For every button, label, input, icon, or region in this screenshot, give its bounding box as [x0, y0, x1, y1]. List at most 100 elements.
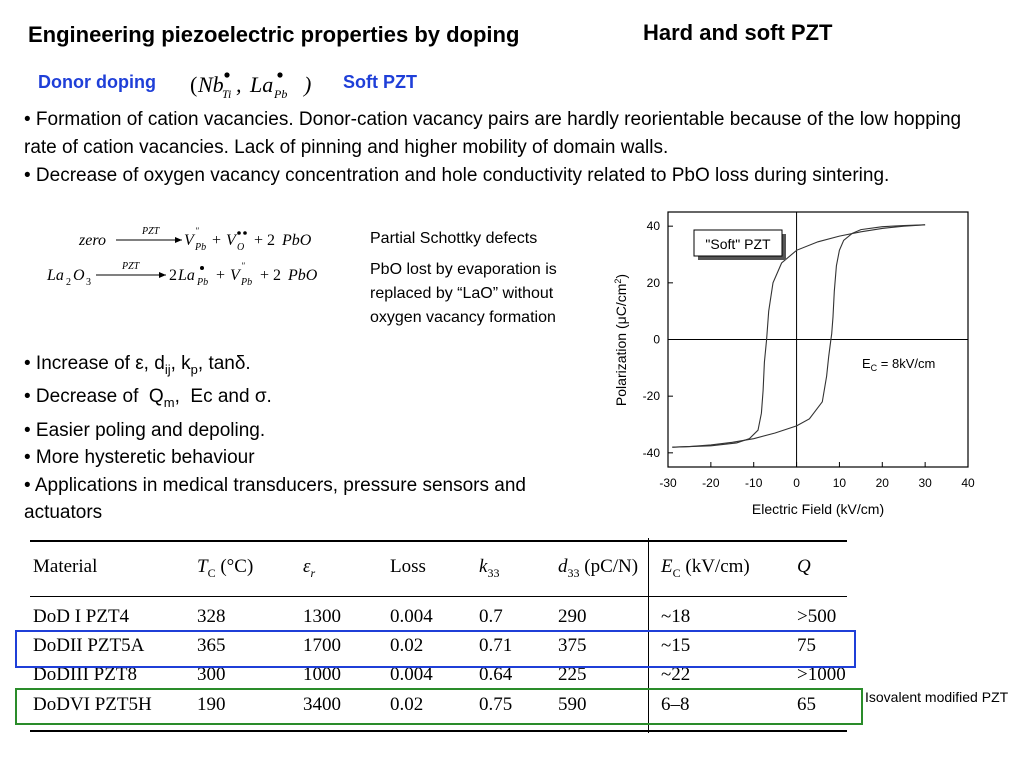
table-cell: 328	[197, 606, 226, 627]
chart-title: "Soft" PZT	[705, 236, 771, 252]
hysteresis-ascending-branch	[672, 224, 926, 448]
table-cell: 1000	[303, 664, 341, 685]
col-header-ec: EC (kV/cm)	[661, 556, 750, 580]
svg-text:V: V	[226, 232, 238, 249]
hard-soft-heading: Hard and soft PZT	[643, 20, 833, 45]
table-cell: 375	[558, 635, 587, 656]
y-tick-label: 40	[647, 219, 661, 233]
isovalent-note: Isovalent modified PZT	[865, 689, 1009, 705]
col-header-tc: TC (°C)	[197, 556, 254, 580]
table-header-rule	[30, 596, 847, 597]
table-column-divider	[648, 538, 649, 733]
table-cell: 3400	[303, 694, 341, 715]
table-cell: 365	[197, 635, 226, 656]
svg-text:PZT: PZT	[141, 226, 161, 237]
svg-text:Pb: Pb	[240, 277, 252, 288]
svg-text:V: V	[230, 267, 242, 284]
table-cell: DoDII PZT5A	[33, 635, 145, 656]
donor-formula: ( Nb Ti , La Pb )	[190, 68, 320, 108]
svg-text:PbO: PbO	[281, 232, 312, 249]
table-cell: 0.004	[390, 606, 433, 627]
table-cell: 75	[797, 635, 816, 656]
list-item: • Easier poling and depoling.	[24, 419, 266, 441]
table-cell: 0.7	[479, 606, 503, 627]
list-item: • Decrease of oxygen vacancy concentrati…	[24, 165, 890, 186]
svg-text:PZT: PZT	[121, 261, 141, 272]
svg-text:): )	[302, 72, 311, 97]
y-tick-label: 20	[647, 276, 661, 290]
table-bottom-rule	[30, 730, 847, 732]
svg-text:O: O	[237, 242, 244, 253]
svg-text:Pb: Pb	[196, 277, 208, 288]
table-cell: >500	[797, 606, 837, 627]
svg-text:+: +	[216, 267, 225, 284]
table-cell: 0.71	[479, 635, 513, 656]
svg-text:3: 3	[86, 277, 91, 288]
col-header-q: Q	[797, 556, 811, 577]
x-tick-label: -20	[702, 476, 720, 490]
table-cell: 0.75	[479, 694, 513, 715]
col-header-loss: Loss	[390, 556, 426, 577]
equations-graphic: zero PZT V Pb " + V O + 2 PbO La 2 O 3 P…	[46, 226, 318, 288]
schottky-note: Partial Schottky defects	[370, 230, 538, 247]
svg-text:Pb: Pb	[273, 87, 287, 101]
x-tick-label: 10	[833, 476, 847, 490]
list-item: • Formation of cation vacancies. Donor-c…	[24, 109, 962, 158]
table-cell: 65	[797, 694, 816, 715]
table-cell: 0.004	[390, 664, 433, 685]
table-cell: 0.64	[479, 664, 513, 685]
col-header-k33: k33	[479, 556, 500, 580]
table-cell: DoD I PZT4	[33, 606, 130, 627]
col-header-d33: d33 (pC/N)	[558, 556, 639, 580]
svg-text:(: (	[190, 72, 197, 97]
chart-title-box	[693, 229, 783, 257]
svg-text:": "	[241, 261, 245, 271]
table-cell: 300	[197, 664, 226, 685]
x-axis-label: Electric Field (kV/cm)	[752, 501, 884, 517]
coercive-field-annotation: EC = 8kV/cm	[862, 356, 935, 373]
table-cell: 1700	[303, 635, 341, 656]
svg-text:Pb: Pb	[194, 242, 206, 253]
col-header-material: Material	[33, 556, 98, 577]
svg-text:2: 2	[169, 267, 177, 284]
table-cell: 0.02	[390, 694, 424, 715]
pbo-note: PbO lost by evaporation is replaced by “…	[370, 261, 557, 326]
svg-text:+ 2: + 2	[260, 267, 281, 284]
svg-text:zero: zero	[78, 232, 106, 249]
y-axis-label: Polarization (μC/cm2)	[613, 274, 629, 406]
x-tick-label: 40	[961, 476, 975, 490]
svg-text:2: 2	[66, 277, 71, 288]
x-tick-label: 30	[918, 476, 932, 490]
table-cell: ~22	[661, 664, 691, 685]
x-tick-label: 0	[793, 476, 800, 490]
top-bullet-list: • Formation of cation vacancies. Donor-c…	[24, 106, 999, 190]
list-item: • More hysteretic behaviour	[24, 447, 255, 469]
effects-bullet-list: • Increase of ε, dij, kp, tanδ. • Decrea…	[24, 350, 604, 527]
y-tick-label: 0	[653, 333, 660, 347]
table-cell: >1000	[797, 664, 846, 685]
table-cell: 0.02	[390, 635, 424, 656]
svg-text:+: +	[212, 232, 221, 249]
svg-text:": "	[195, 226, 199, 236]
pzt5h-highlight	[15, 688, 863, 725]
table-cell: DoDVI PZT5H	[33, 694, 152, 715]
svg-text:Nb: Nb	[197, 72, 224, 97]
pzt5a-highlight	[15, 630, 856, 668]
table-top-rule	[30, 540, 847, 542]
soft-pzt-label: Soft PZT	[343, 72, 417, 92]
table-cell: 1300	[303, 606, 341, 627]
svg-text:,: ,	[236, 72, 242, 97]
svg-text:La: La	[46, 267, 64, 284]
col-header-er: εr	[303, 556, 316, 580]
table-cell: 225	[558, 664, 587, 685]
svg-text:Ti: Ti	[222, 87, 231, 101]
svg-text:V: V	[184, 232, 196, 249]
svg-text:+ 2: + 2	[254, 232, 275, 249]
table-cell: ~15	[661, 635, 691, 656]
svg-text:PbO: PbO	[287, 267, 318, 284]
hysteresis-chart: -30 -20 -10 0 10 20 30 40 40 20 0 -20 -40 "Soft" PZT…	[613, 211, 975, 517]
y-tick-label: -20	[643, 389, 661, 403]
table-cell: 190	[197, 694, 226, 715]
y-tick-label: -40	[643, 446, 661, 460]
page-title: Engineering piezoelectric properties by …	[28, 22, 520, 47]
